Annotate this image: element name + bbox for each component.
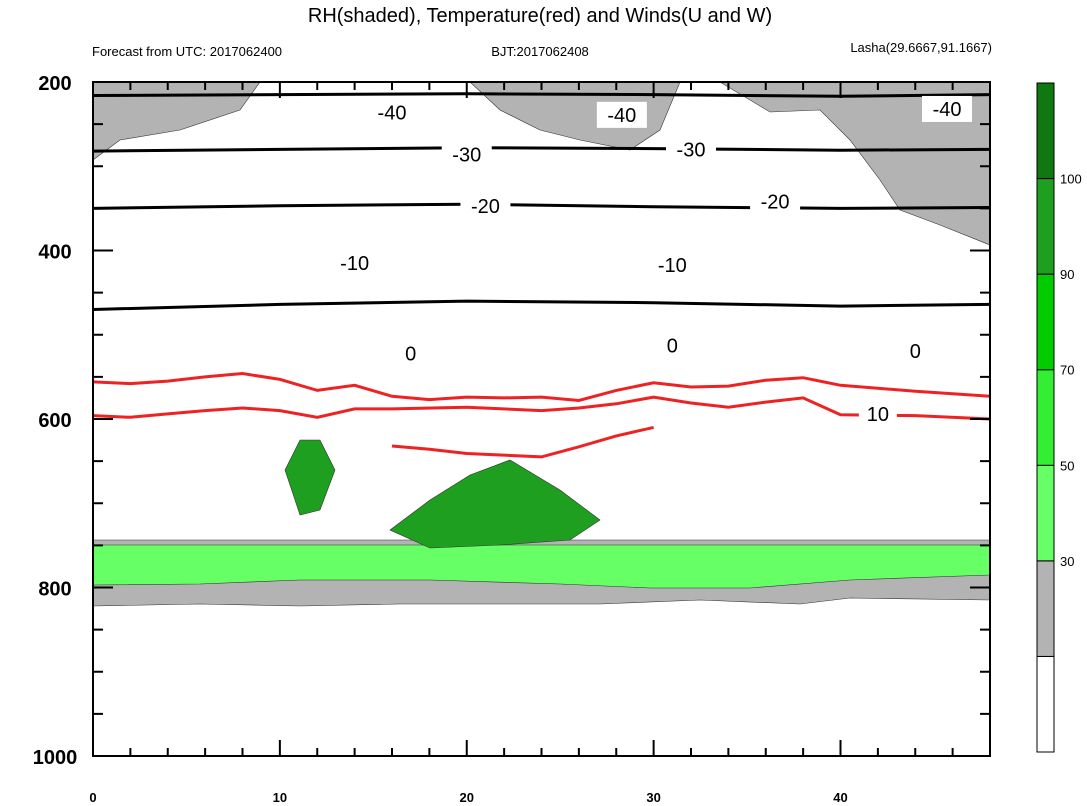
contour-label-box: [666, 136, 716, 163]
colorbar: 30 50 70 90 100: [1036, 82, 1082, 753]
colorbar-tick-label: 50: [1060, 458, 1074, 473]
contour-labels: -40 -40 -40 -30 -30 -20 -20 -10 -10 0 0 0 10: [329, 95, 973, 427]
contour-label: -10: [340, 253, 369, 275]
temperature-contour-line: [93, 299, 990, 311]
temperature-contour-line: [93, 92, 990, 98]
contour-label: 10: [867, 404, 889, 426]
rh-band-gray-upper-mid: [469, 82, 681, 151]
x-tick-label: 20: [460, 790, 474, 805]
rh-band-gray-upper-right: [719, 82, 990, 246]
contour-label-box: [647, 251, 698, 278]
y-tick-label: 800: [38, 579, 71, 601]
contour-label-box: [858, 400, 897, 427]
temperature-contours: [93, 92, 990, 459]
rh-band-dark-patch: [389, 459, 601, 549]
rh-band-dark-patch2: [284, 439, 336, 516]
temperature-contour-line: [93, 339, 990, 360]
colorbar-tick-label: 100: [1060, 172, 1082, 187]
contour-label: -30: [677, 139, 706, 161]
colorbar-segment: [1036, 369, 1055, 466]
colorbar-segment: [1036, 464, 1055, 562]
x-tick-label: 10: [273, 790, 287, 805]
contour-label: -30: [452, 144, 481, 166]
contour-label: 0: [405, 343, 416, 365]
contour-label: -40: [607, 105, 636, 127]
x-axis: 0 10 20 30 40: [89, 82, 991, 805]
colorbar-tick-label: 90: [1060, 267, 1074, 282]
plot-area: [93, 82, 990, 607]
colorbar-segment: [1036, 560, 1055, 657]
y-tick-label: 1000: [33, 747, 78, 769]
contour-label-box: [441, 141, 492, 168]
forecast-subtitle: Forecast from UTC: 2017062400: [92, 44, 282, 59]
temperature-contour-line: [93, 202, 990, 210]
temperature-contour-line: [93, 146, 990, 153]
contour-label: -40: [378, 102, 407, 124]
colorbar-tick-label: 70: [1060, 363, 1074, 378]
contour-label-box: [367, 99, 417, 126]
temperature-contour-line: [93, 371, 990, 403]
contour-label-box: [596, 101, 647, 128]
colorbar-segment: [1036, 273, 1055, 371]
contour-label: -40: [933, 99, 962, 121]
contour-label-box: [922, 95, 973, 122]
y-tick-label: 400: [38, 242, 71, 264]
contour-label-box: [659, 332, 686, 359]
contour-label-box: [329, 250, 380, 277]
contour-label: 0: [667, 336, 678, 358]
colorbar-segment: [1036, 178, 1055, 275]
temperature-contour-line: [391, 425, 654, 459]
rh-band-light-bottom: [93, 544, 990, 589]
contour-label: -20: [471, 196, 500, 218]
station-subtitle: Lasha(29.6667,91.1667): [850, 40, 992, 55]
chart-title: RH(shaded), Temperature(red) and Winds(U…: [308, 5, 772, 27]
contour-label-box: [750, 188, 801, 215]
contour-label: -10: [658, 255, 687, 277]
x-tick-label: 30: [646, 790, 660, 805]
x-tick-label: 0: [89, 790, 96, 805]
contour-label-box: [902, 337, 929, 364]
y-tick-label: 200: [38, 73, 71, 95]
y-tick-label: 600: [38, 410, 71, 432]
contour-label: 0: [910, 341, 921, 363]
contour-label: -20: [761, 192, 790, 214]
colorbar-segment: [1036, 82, 1055, 180]
plot-frame: [92, 81, 991, 757]
temperature-contour-line: [93, 395, 990, 421]
contour-label-box: [397, 340, 424, 367]
contour-label-box: [460, 192, 511, 219]
x-tick-label: 40: [833, 790, 847, 805]
colorbar-segment: [1036, 655, 1055, 753]
rh-band-gray-upper-left: [93, 82, 261, 161]
colorbar-tick-label: 30: [1060, 554, 1074, 569]
bjt-subtitle: BJT:2017062408: [491, 44, 589, 59]
